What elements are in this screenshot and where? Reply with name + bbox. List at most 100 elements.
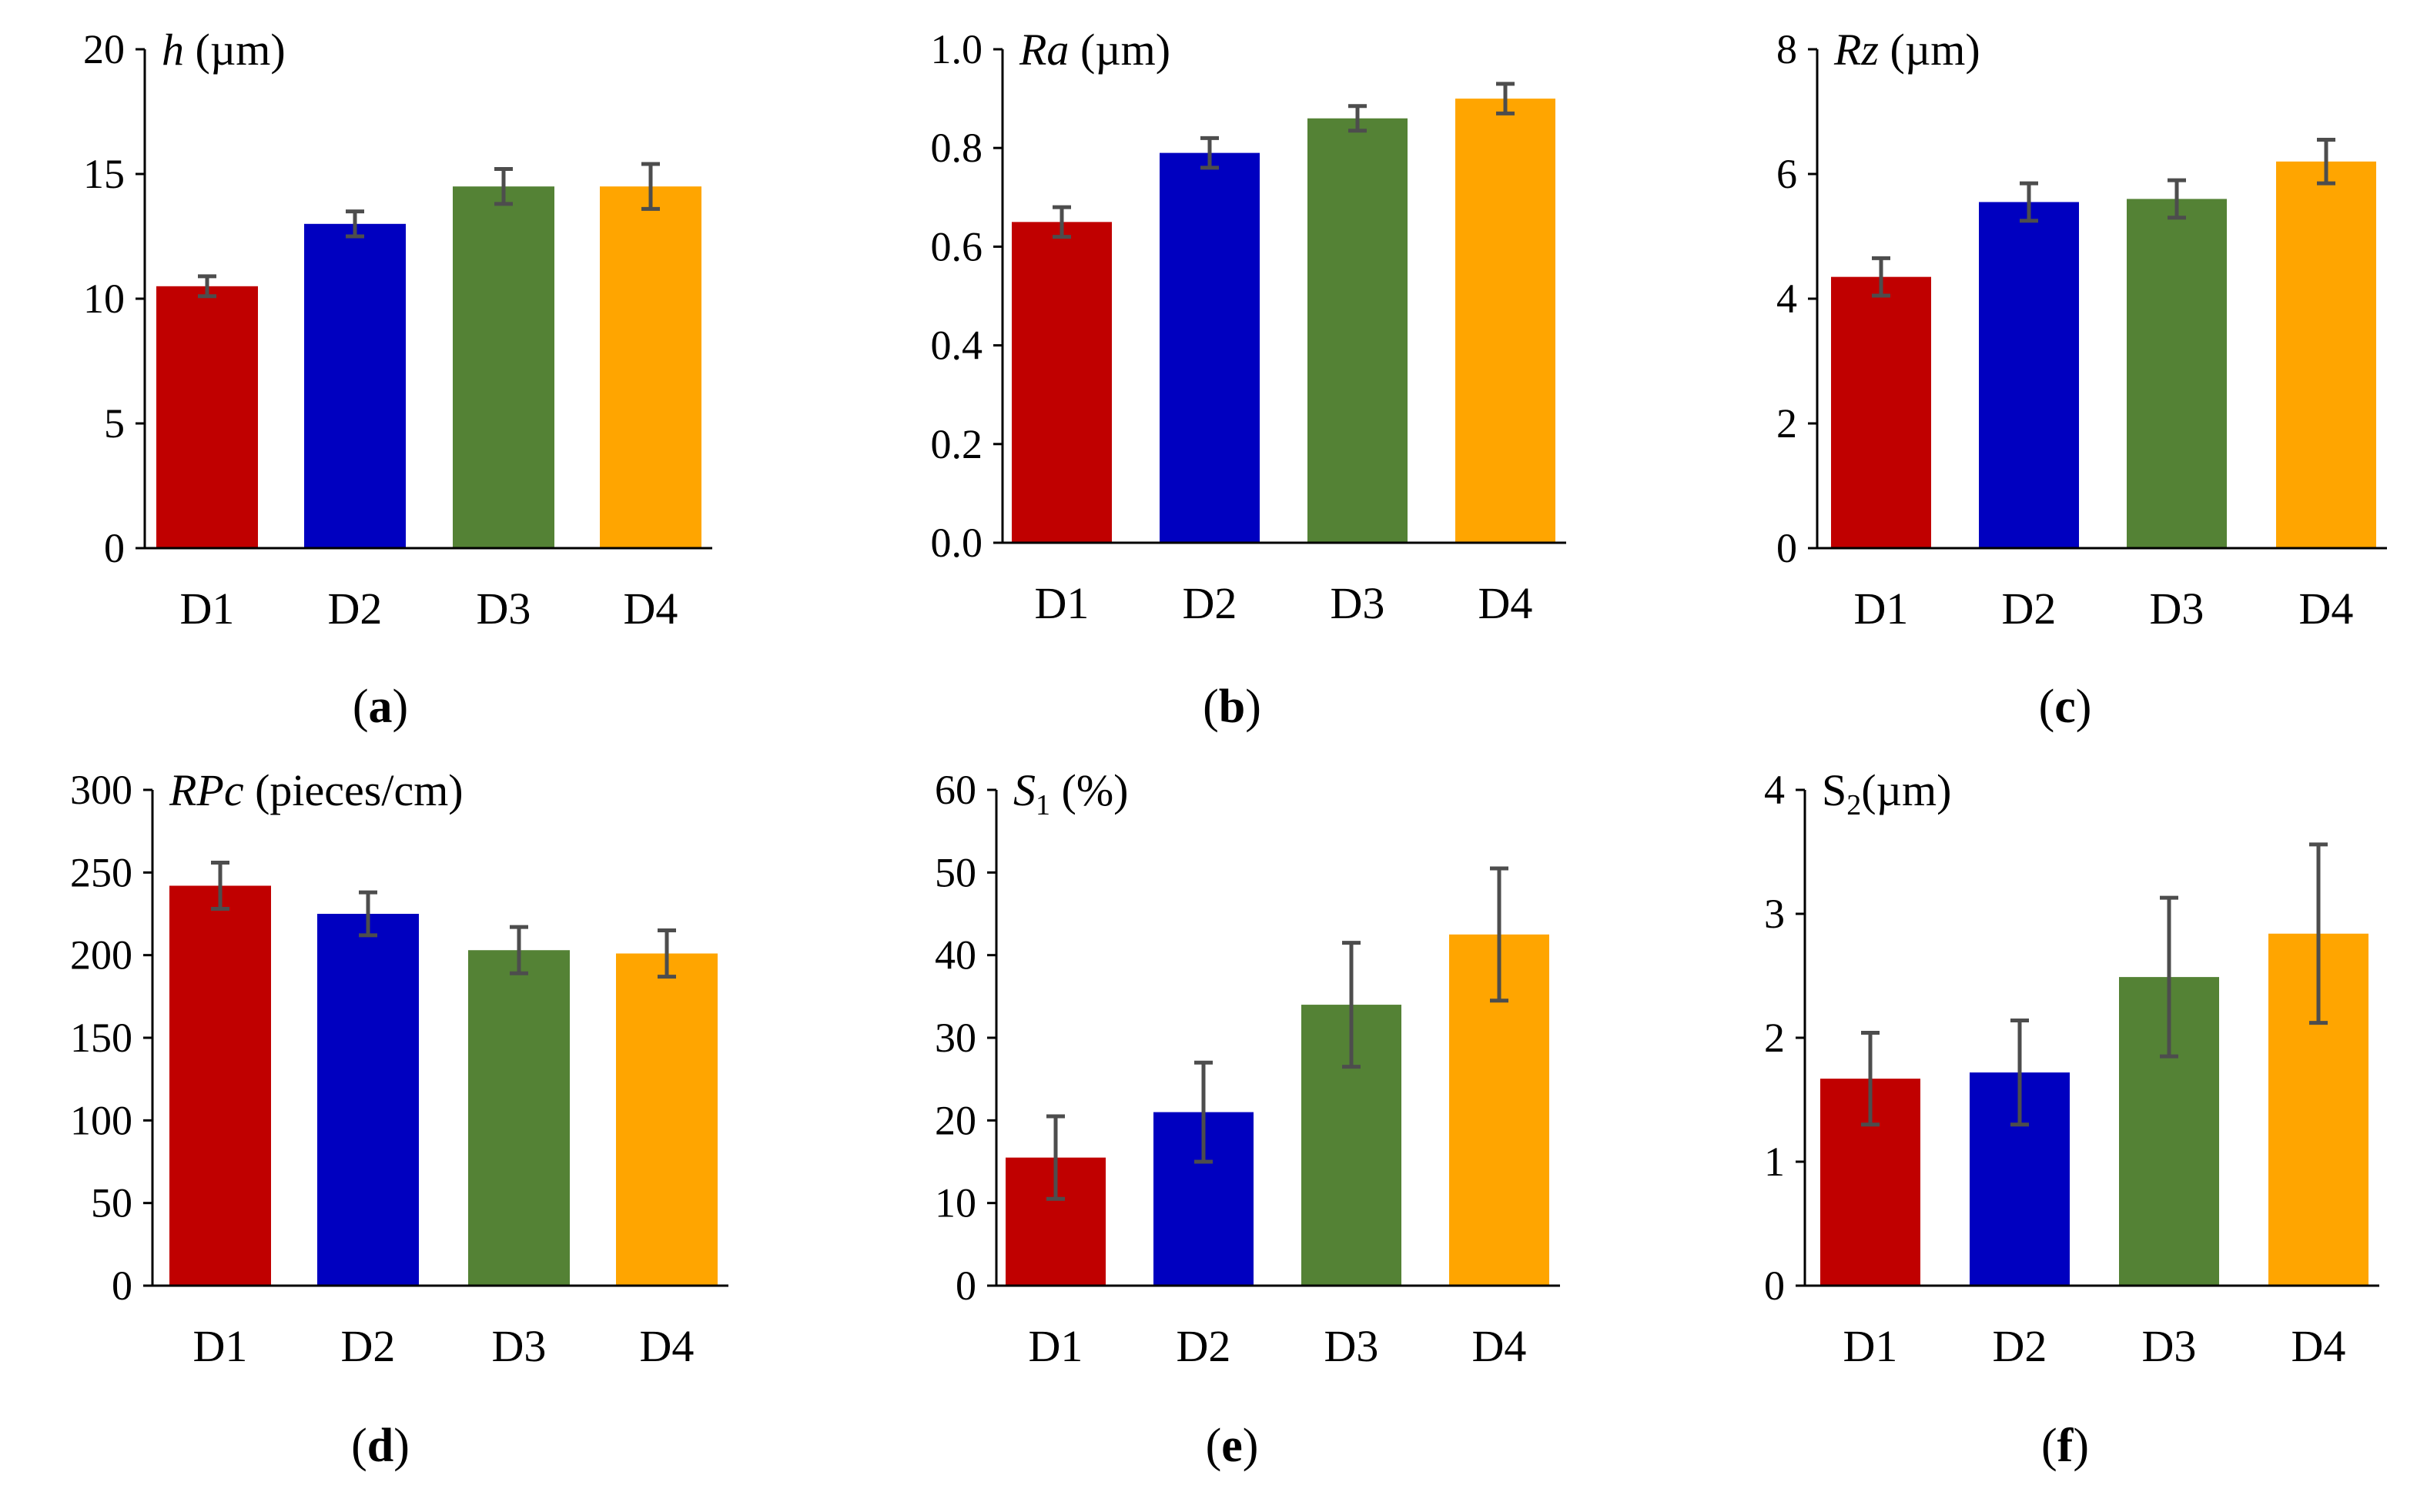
bar-d1 (1012, 222, 1112, 543)
error-bar-d1 (211, 860, 229, 912)
error-bar-d3 (494, 167, 513, 206)
x-tick-label: D1 (1029, 1321, 1083, 1371)
panel-label-letter: a (369, 681, 393, 733)
y-tick-label: 250 (70, 849, 132, 895)
x-tick-label: D1 (1854, 584, 1909, 634)
x-tick-label: D3 (2142, 1321, 2197, 1371)
panel-label-letter: e (1221, 1420, 1243, 1472)
y-tick-label: 300 (70, 767, 132, 813)
y-tick-label: 0 (956, 1263, 976, 1309)
y-tick-label: 50 (935, 849, 976, 895)
chart-title-subscript: 2 (1846, 789, 1861, 821)
chart-title-variable: h (162, 25, 184, 75)
y-tick-label: 0.2 (931, 421, 983, 467)
panel-label-letter: d (367, 1420, 393, 1472)
error-bar-d3 (2160, 895, 2178, 1059)
chart-title: h (µm) (162, 25, 286, 75)
panel-label-open: ( (1203, 681, 1219, 733)
chart-title-unit: (%) (1050, 765, 1128, 815)
y-tick-label: 0.6 (931, 223, 983, 269)
y-tick-label: 4 (1764, 767, 1785, 813)
x-tick-label: D1 (180, 584, 235, 634)
x-tick-label: D4 (2299, 584, 2354, 634)
bar-d2 (304, 223, 406, 548)
y-tick-label: 20 (935, 1097, 976, 1143)
y-tick-label: 2 (1776, 400, 1797, 447)
chart-title: S2(µm) (1822, 765, 1951, 821)
error-bar-d2 (346, 209, 364, 239)
error-bar-d2 (1200, 135, 1219, 170)
chart-title-unit: (pieces/cm) (244, 765, 464, 815)
x-tick-label: D3 (492, 1321, 547, 1371)
x-tick-label: D1 (1035, 578, 1090, 628)
y-tick-label: 200 (70, 932, 132, 978)
bar-d2 (317, 914, 419, 1286)
x-tick-label: D2 (2002, 584, 2057, 634)
panel-label: (a) (353, 681, 408, 733)
error-bar-d2 (1194, 1060, 1213, 1164)
y-tick-label: 0 (1764, 1263, 1785, 1309)
chart-panel-1: 0 5 10 15 20 D1 D2 D3 D4 h (µm) (a) (83, 25, 712, 733)
y-tick-label: 0.4 (931, 323, 983, 369)
chart-panel-3: 0 2 4 6 8 D1 D2 D3 D4 Rz (µm) (c) (1776, 25, 2387, 733)
y-tick-label: 1.0 (931, 26, 983, 72)
x-tick-label: D4 (640, 1321, 695, 1371)
x-tick-label: D2 (1993, 1321, 2047, 1371)
y-tick-label: 8 (1776, 26, 1797, 72)
error-bar-d2 (2020, 181, 2038, 223)
panel-label-open: ( (353, 681, 369, 733)
y-tick-label: 60 (935, 767, 976, 813)
chart-title-variable: S (1822, 765, 1846, 815)
panel-label: (c) (2039, 681, 2092, 733)
chart-panel-5: 0 10 20 30 40 50 60 D1 D2 D3 D4 S1 (%) (e) (935, 765, 1560, 1472)
bar-d3 (1307, 118, 1408, 544)
bar-d2 (1160, 152, 1260, 544)
chart-title: RPc (pieces/cm) (169, 765, 464, 815)
chart-title: Rz (µm) (1833, 25, 1980, 75)
y-tick-label: 0 (1776, 525, 1797, 571)
y-tick-label: 10 (83, 276, 125, 322)
panel-label-close: ) (393, 1420, 410, 1472)
x-tick-label: D1 (193, 1321, 248, 1371)
y-tick-label: 30 (935, 1015, 976, 1061)
error-bar-d4 (2309, 842, 2328, 1025)
error-bar-d4 (1490, 866, 1508, 1003)
y-tick-label: 3 (1764, 891, 1785, 937)
bar-d3 (468, 950, 570, 1286)
panel-label-open: ( (2041, 1420, 2057, 1472)
error-bar-d3 (510, 925, 528, 975)
y-tick-label: 15 (83, 151, 125, 197)
error-bar-d4 (2317, 137, 2335, 186)
x-tick-label: D4 (1472, 1321, 1527, 1371)
chart-title-variable: Ra (1019, 25, 1069, 75)
chart-panel-2: 0.0 0.2 0.4 0.6 0.8 1.0 D1 D2 D3 D4 Ra (µm) (b) (931, 25, 1566, 733)
x-tick-label: D3 (477, 584, 531, 634)
chart-title-variable: Rz (1833, 25, 1879, 75)
error-bar-d3 (2168, 178, 2186, 220)
chart-title-unit: (µm) (1069, 25, 1170, 75)
bar-d4 (1455, 99, 1555, 544)
y-tick-label: 1 (1764, 1139, 1785, 1185)
panel-label-close: ) (393, 681, 409, 733)
panel-label-close: ) (2076, 681, 2092, 733)
chart-title-variable: RPc (169, 765, 244, 815)
panel-label: (f) (2041, 1420, 2089, 1472)
y-tick-label: 40 (935, 932, 976, 978)
panel-label-open: ( (2039, 681, 2055, 733)
bar-d3 (453, 186, 554, 548)
panel-label-close: ) (1243, 1420, 1259, 1472)
x-tick-label: D4 (1478, 578, 1533, 628)
error-bar-d4 (641, 162, 660, 211)
x-tick-label: D2 (328, 584, 383, 634)
x-tick-label: D2 (1183, 578, 1237, 628)
error-bar-d3 (1348, 104, 1367, 133)
y-tick-label: 5 (104, 400, 125, 447)
bar-d4 (2276, 161, 2376, 549)
x-tick-label: D2 (1177, 1321, 1231, 1371)
panel-label-letter: c (2054, 681, 2076, 733)
error-bar-d1 (1046, 1114, 1065, 1201)
panel-label: (e) (1206, 1420, 1259, 1472)
bar-d4 (600, 186, 701, 548)
x-tick-label: D4 (2291, 1321, 2346, 1371)
error-bar-d4 (658, 928, 676, 979)
